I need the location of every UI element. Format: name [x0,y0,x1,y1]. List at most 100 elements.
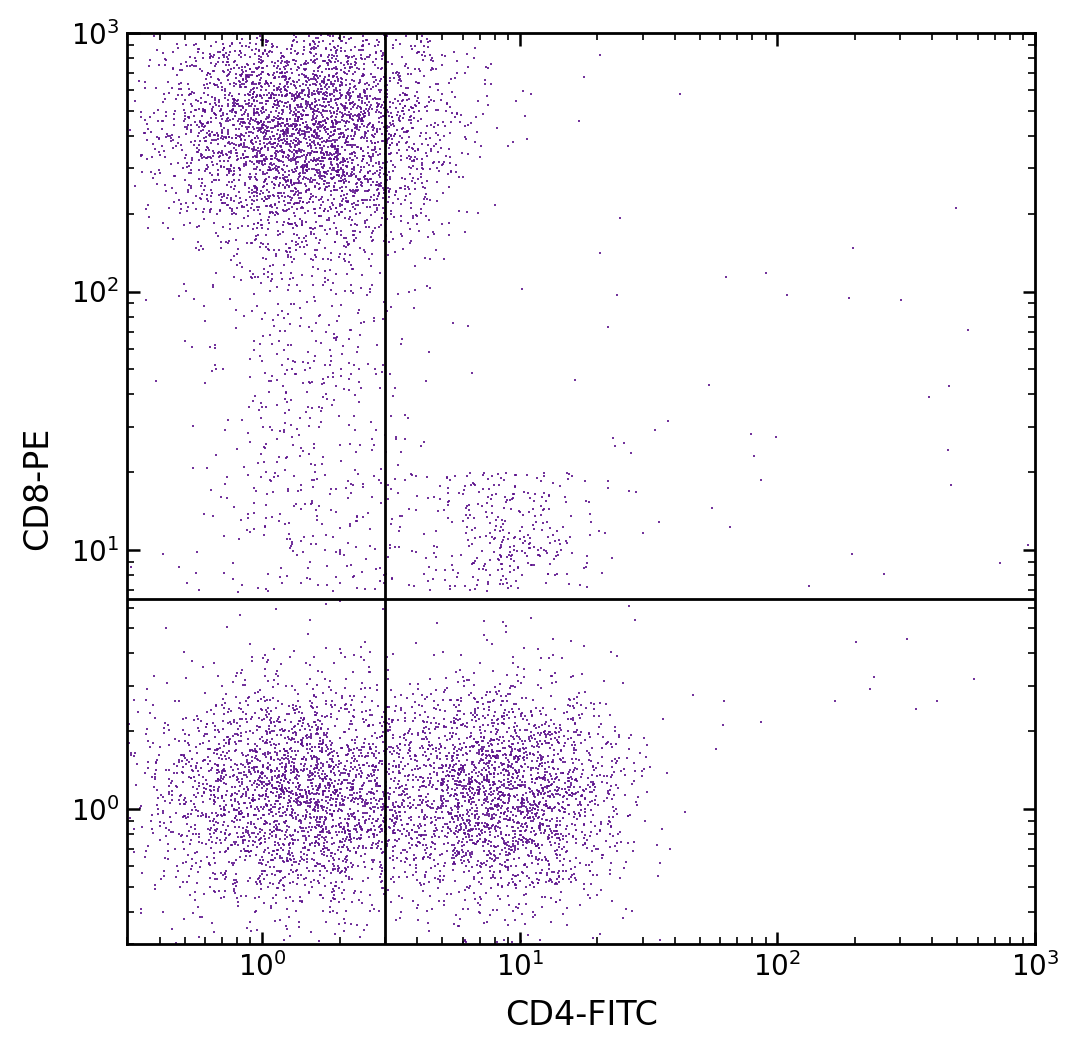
Point [273,862,291,879]
Point [582,823,599,840]
Point [287,185,305,202]
Point [241,66,258,83]
Point [165,194,183,211]
Point [461,770,478,787]
Point [461,801,478,818]
Point [307,52,324,68]
Point [268,345,285,362]
Point [284,831,301,848]
Point [220,174,238,191]
Point [321,78,338,95]
Point [228,65,245,82]
Point [245,216,262,233]
Point [415,434,432,451]
Point [249,826,267,842]
Point [522,728,539,744]
Point [555,789,572,806]
Point [286,195,303,212]
Point [392,212,409,229]
Point [178,54,195,71]
Point [509,815,526,832]
Point [203,804,220,821]
Point [561,761,578,778]
Point [307,756,324,773]
Point [272,170,289,186]
Point [555,728,572,744]
Point [566,803,583,820]
Point [241,94,258,111]
Point [291,703,308,720]
Point [300,828,318,845]
Point [436,702,454,719]
Point [303,851,321,868]
Point [302,152,320,168]
Point [386,873,403,890]
Point [306,123,323,140]
Point [360,117,377,134]
Point [513,798,530,815]
Point [258,703,275,720]
Point [314,251,332,267]
Point [409,75,427,92]
Point [219,112,237,128]
Point [214,678,231,695]
Point [248,172,266,188]
Point [253,141,270,158]
Point [409,91,427,107]
Point [265,85,282,102]
Point [563,868,580,885]
Point [240,97,257,114]
Point [238,71,255,87]
Point [599,783,617,800]
Point [611,823,629,840]
Point [264,139,281,156]
Point [362,148,379,165]
Point [204,812,221,829]
Point [289,113,307,130]
Point [201,879,218,896]
Point [352,760,369,777]
Point [295,199,312,216]
Point [297,786,314,802]
Point [333,739,350,756]
Point [319,81,336,98]
Point [406,257,423,274]
Point [326,782,343,799]
Point [418,207,435,224]
Point [564,788,581,804]
Point [193,147,211,164]
Point [620,729,637,746]
Point [145,136,162,153]
Point [216,889,233,906]
Point [284,270,301,286]
Point [380,699,397,716]
Point [327,783,345,800]
Point [368,124,386,141]
Point [205,923,222,940]
Point [234,677,252,694]
Point [307,829,324,846]
Point [242,200,259,217]
Point [525,794,542,811]
Point [242,98,259,115]
Point [252,113,269,130]
Point [260,792,278,809]
Point [445,752,462,769]
Point [255,895,272,912]
Point [218,68,235,85]
Point [362,784,379,801]
Point [348,513,365,530]
Point [352,47,369,64]
Point [261,756,279,773]
Point [251,58,268,75]
Point [342,165,360,182]
Point [372,159,389,176]
Point [378,826,395,842]
Point [210,127,227,144]
Point [301,220,319,237]
Point [270,187,287,204]
Point [458,812,475,829]
Point [311,811,328,828]
Point [381,171,399,187]
Point [257,138,274,155]
